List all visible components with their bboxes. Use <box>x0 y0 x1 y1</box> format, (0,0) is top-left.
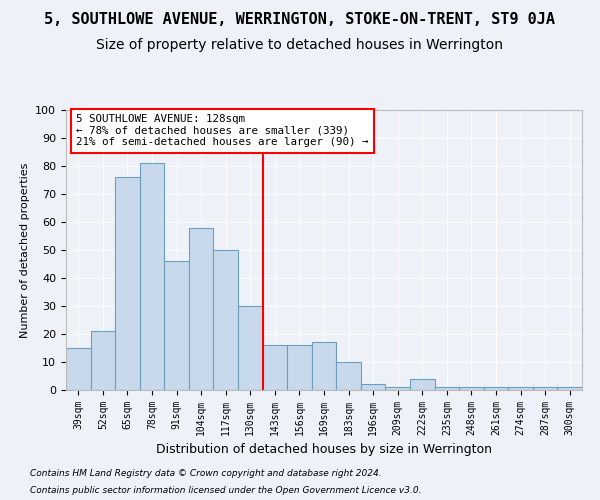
Text: Contains HM Land Registry data © Crown copyright and database right 2024.: Contains HM Land Registry data © Crown c… <box>30 468 382 477</box>
Bar <box>410 379 434 390</box>
Text: 5, SOUTHLOWE AVENUE, WERRINGTON, STOKE-ON-TRENT, ST9 0JA: 5, SOUTHLOWE AVENUE, WERRINGTON, STOKE-O… <box>44 12 556 28</box>
Bar <box>287 345 312 390</box>
Bar <box>214 250 238 390</box>
Bar <box>263 345 287 390</box>
Bar <box>140 163 164 390</box>
Bar <box>459 387 484 390</box>
Bar <box>434 387 459 390</box>
Bar <box>164 261 189 390</box>
Bar <box>115 177 140 390</box>
Bar <box>66 348 91 390</box>
Bar <box>484 387 508 390</box>
Text: Size of property relative to detached houses in Werrington: Size of property relative to detached ho… <box>97 38 503 52</box>
X-axis label: Distribution of detached houses by size in Werrington: Distribution of detached houses by size … <box>156 444 492 456</box>
Y-axis label: Number of detached properties: Number of detached properties <box>20 162 30 338</box>
Bar <box>91 331 115 390</box>
Bar <box>189 228 214 390</box>
Bar <box>557 387 582 390</box>
Bar <box>508 387 533 390</box>
Bar <box>336 362 361 390</box>
Bar <box>238 306 263 390</box>
Bar <box>312 342 336 390</box>
Bar <box>533 387 557 390</box>
Bar <box>385 387 410 390</box>
Text: Contains public sector information licensed under the Open Government Licence v3: Contains public sector information licen… <box>30 486 421 495</box>
Text: 5 SOUTHLOWE AVENUE: 128sqm
← 78% of detached houses are smaller (339)
21% of sem: 5 SOUTHLOWE AVENUE: 128sqm ← 78% of deta… <box>76 114 369 148</box>
Bar <box>361 384 385 390</box>
